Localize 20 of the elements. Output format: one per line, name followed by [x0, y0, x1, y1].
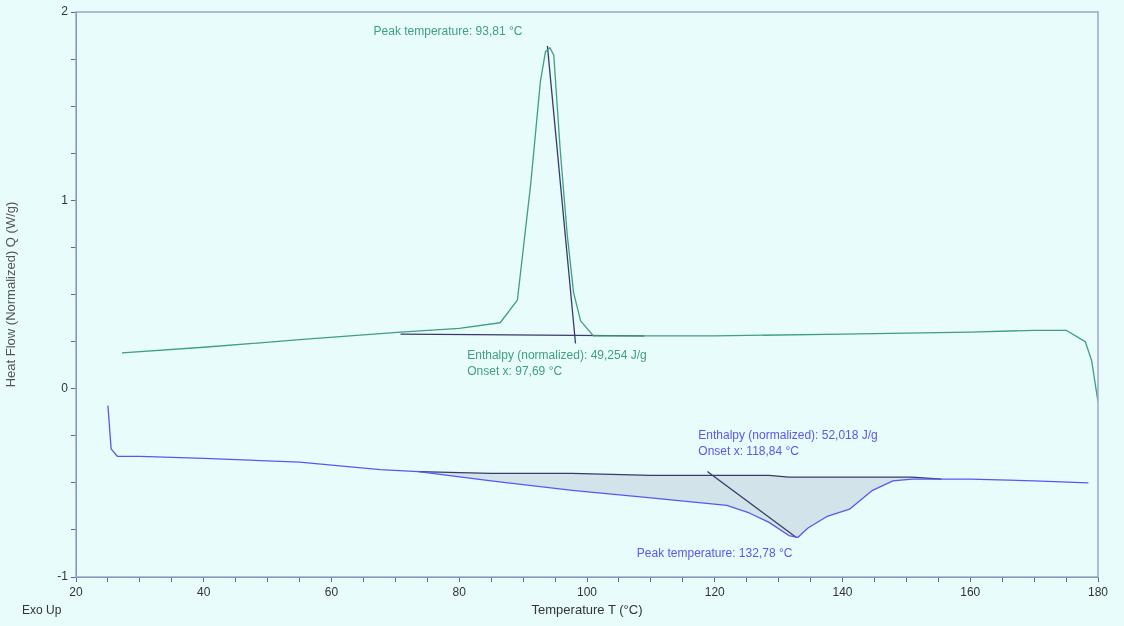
y-axis-title: Heat Flow (Normalized) Q (W/g) [3, 201, 19, 388]
x-tick-label: 160 [960, 584, 981, 599]
annotation: Enthalpy (normalized): 49,254 J/g Onset x: 97,69 °C [467, 348, 647, 379]
x-tick-label: 100 [576, 584, 598, 599]
annotation: Peak temperature: 132,78 °C [636, 545, 793, 560]
y-tick-label: 0 [61, 380, 69, 395]
x-tick-label: 120 [704, 584, 726, 599]
annotation: Enthalpy (normalized): 52,018 J/g Onset x: 118,84 °C [698, 427, 878, 458]
annotation: Peak temperature: 93,81 °C [373, 24, 523, 39]
x-tick-label: 140 [832, 584, 853, 599]
x-tick-label: 60 [324, 584, 339, 599]
x-tick-label: 20 [69, 584, 83, 599]
x-tick-label: 40 [197, 584, 211, 599]
x-tick-label: 80 [452, 584, 467, 599]
x-tick-label: 180 [1087, 584, 1109, 599]
y-tick-label: 2 [61, 4, 69, 19]
x-axis-title: Temperature T (°C) [531, 601, 643, 617]
text: Exo Up [22, 603, 62, 618]
y-tick-label: 1 [61, 192, 69, 207]
y-tick-label: -1 [57, 569, 69, 584]
